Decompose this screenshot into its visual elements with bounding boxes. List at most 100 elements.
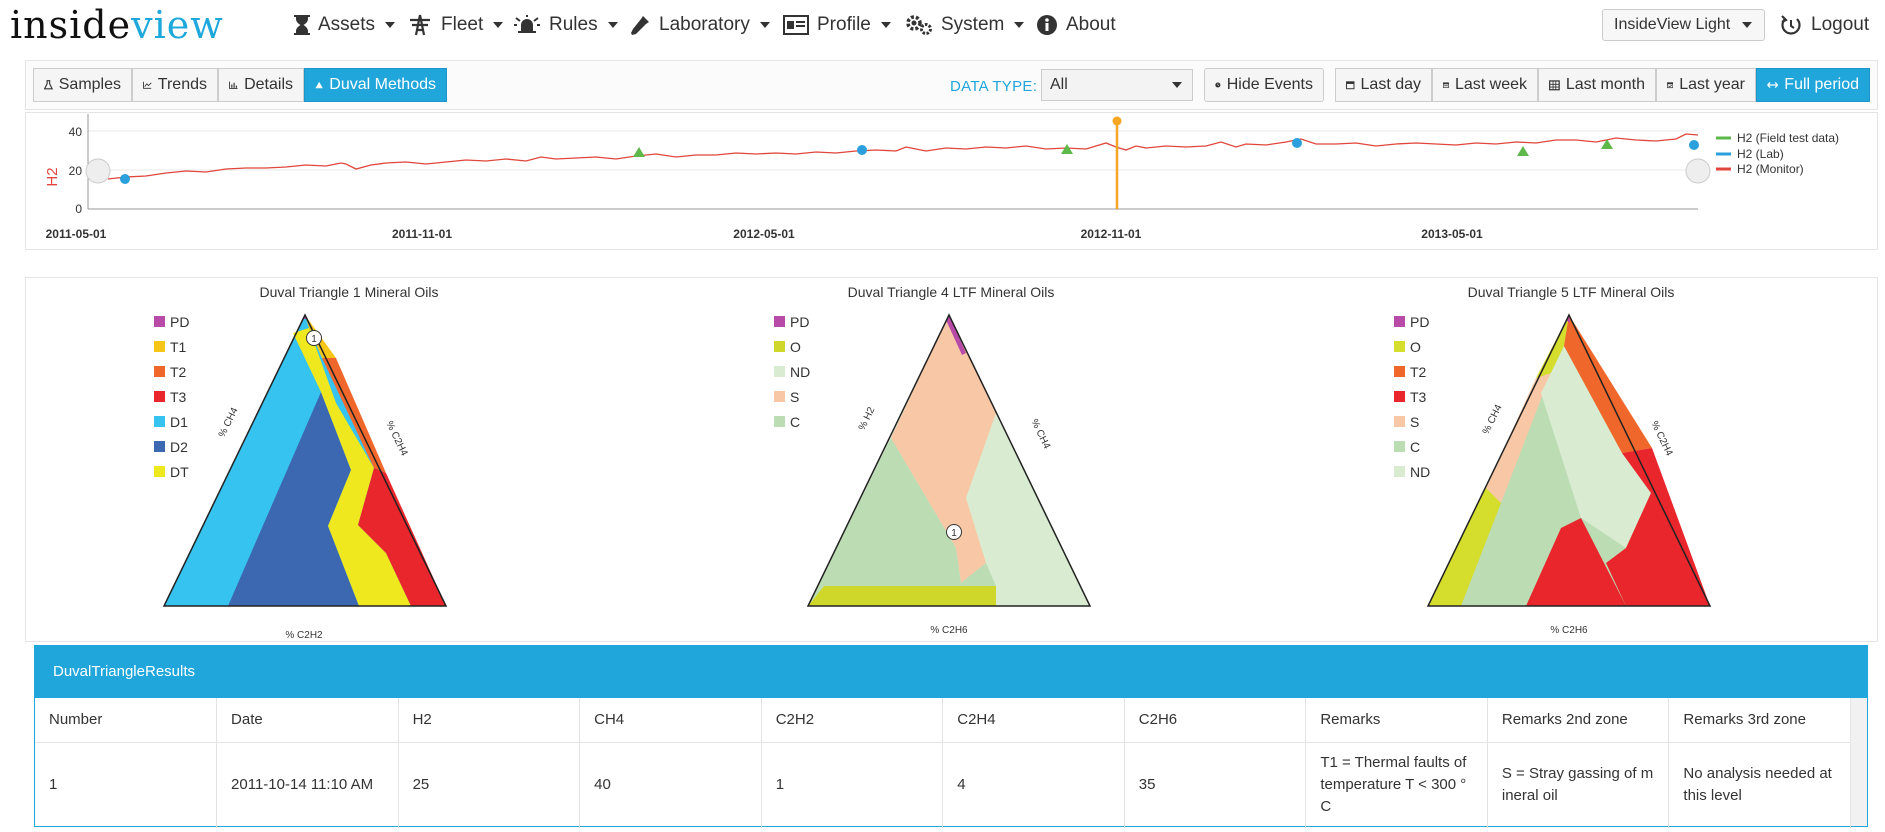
table-header-row: Number Date H2 CH4 C2H2 C2H4 C2H6 Remark… bbox=[35, 698, 1851, 743]
column-header[interactable]: Remarks 2nd zone bbox=[1487, 698, 1670, 743]
y-tick: 40 bbox=[69, 125, 83, 139]
tab-details[interactable]: Details bbox=[218, 68, 304, 102]
event-marker[interactable] bbox=[1112, 116, 1122, 126]
tower-icon bbox=[410, 14, 430, 36]
field-test-point[interactable] bbox=[1601, 139, 1613, 149]
lab-point[interactable] bbox=[120, 174, 130, 184]
table-row[interactable]: 1 2011-10-14 11:10 AM 25 40 1 4 35 T1 = … bbox=[35, 742, 1851, 828]
chevron-down-icon bbox=[880, 22, 891, 28]
column-header[interactable]: CH4 bbox=[579, 698, 762, 743]
calendar-check-icon bbox=[1667, 82, 1674, 89]
theme-select-value: InsideView Light bbox=[1614, 16, 1731, 33]
tab-duval-methods[interactable]: Duval Methods bbox=[304, 68, 447, 102]
triangle-4-title: Duval Triangle 4 LTF Mineral Oils bbox=[848, 284, 1055, 300]
nav-about[interactable]: About bbox=[1036, 0, 1116, 50]
column-header[interactable]: Date bbox=[216, 698, 399, 743]
gears-icon bbox=[906, 15, 932, 35]
legend-label: ND bbox=[1410, 464, 1430, 480]
nav-system[interactable]: System bbox=[905, 0, 1025, 50]
column-header[interactable]: Remarks bbox=[1305, 698, 1488, 743]
h2-trend-panel: 40 20 0 H2 2011-05-01 2011-11-01 2012-05… bbox=[25, 112, 1878, 250]
data-type-select[interactable]: All bbox=[1041, 69, 1193, 101]
axis-label-bottom: % C2H6 bbox=[1550, 625, 1588, 636]
chevron-down-icon bbox=[759, 22, 770, 28]
chevron-down-icon bbox=[607, 22, 618, 28]
legend-swatch bbox=[1394, 441, 1405, 452]
legend-label: T3 bbox=[1410, 389, 1427, 405]
duval-triangles-panel: Duval Triangle 1 Mineral Oils PD T1 T2 T… bbox=[25, 277, 1878, 642]
legend-lab[interactable]: H2 (Lab) bbox=[1737, 147, 1784, 161]
legend-monitor[interactable]: H2 (Monitor) bbox=[1737, 162, 1804, 176]
x-tick: 2011-05-01 bbox=[46, 227, 107, 241]
field-test-point[interactable] bbox=[633, 147, 645, 157]
column-header[interactable]: H2 bbox=[398, 698, 581, 743]
tab-details-label: Details bbox=[244, 76, 293, 93]
field-test-point[interactable] bbox=[1061, 144, 1073, 154]
chevron-down-icon bbox=[385, 22, 396, 28]
flask-icon bbox=[44, 80, 53, 90]
period-last-month[interactable]: Last month bbox=[1538, 68, 1656, 102]
calendar-month-icon bbox=[1549, 80, 1560, 91]
column-header[interactable]: C2H4 bbox=[942, 698, 1125, 743]
nav-laboratory-label: Laboratory bbox=[659, 14, 750, 35]
lab-point[interactable] bbox=[857, 145, 867, 155]
legend-swatch bbox=[154, 341, 165, 352]
field-test-point[interactable] bbox=[1517, 146, 1529, 156]
chevron-down-icon bbox=[1014, 22, 1025, 28]
hourglass-icon bbox=[294, 15, 310, 35]
tab-samples[interactable]: Samples bbox=[33, 68, 132, 102]
column-header[interactable]: Remarks 3rd zone bbox=[1668, 698, 1851, 743]
sample-marker[interactable] bbox=[946, 524, 962, 540]
period-last-month-label: Last month bbox=[1565, 76, 1645, 93]
triangle-1-title: Duval Triangle 1 Mineral Oils bbox=[260, 284, 439, 300]
triangle-outline bbox=[162, 313, 448, 607]
logout-button[interactable]: Logout bbox=[1779, 0, 1869, 50]
legend-label: S bbox=[1410, 414, 1419, 430]
range-slider-left-handle[interactable] bbox=[85, 158, 111, 184]
info-icon bbox=[1037, 15, 1057, 35]
nav-profile[interactable]: Profile bbox=[783, 0, 891, 50]
nav-fleet[interactable]: Fleet bbox=[407, 0, 504, 50]
lab-point[interactable] bbox=[1689, 140, 1699, 150]
table-cell: 25 bbox=[398, 742, 581, 828]
app-logo[interactable]: insideview bbox=[10, 3, 224, 47]
period-full-period[interactable]: Full period bbox=[1756, 68, 1870, 102]
chevron-down-icon bbox=[1172, 82, 1182, 88]
legend-label: O bbox=[1410, 339, 1421, 355]
theme-select[interactable]: InsideView Light bbox=[1602, 9, 1765, 41]
column-header[interactable]: C2H6 bbox=[1124, 698, 1307, 743]
range-slider-right-handle[interactable] bbox=[1685, 158, 1711, 184]
column-header[interactable]: C2H2 bbox=[761, 698, 944, 743]
legend-swatch bbox=[154, 391, 165, 402]
legend-swatch bbox=[154, 366, 165, 377]
axis-label-left: % CH4 bbox=[217, 406, 241, 440]
period-last-week[interactable]: Last week bbox=[1432, 68, 1538, 102]
tab-trends[interactable]: Trends bbox=[132, 68, 218, 102]
axis-label-right: % CH4 bbox=[1028, 417, 1052, 451]
nav-laboratory[interactable]: Laboratory bbox=[629, 0, 770, 50]
zone-s bbox=[1486, 373, 1551, 503]
nav-rules[interactable]: Rules bbox=[513, 0, 618, 50]
period-last-day[interactable]: Last day bbox=[1335, 68, 1432, 102]
table-cell: 40 bbox=[579, 742, 762, 828]
zone-c bbox=[808, 438, 996, 606]
period-last-year[interactable]: Last year bbox=[1656, 68, 1756, 102]
hide-events-button[interactable]: Hide Events bbox=[1204, 68, 1324, 102]
sample-marker[interactable] bbox=[306, 330, 322, 346]
legend-label: T2 bbox=[170, 364, 187, 380]
legend-field[interactable]: H2 (Field test data) bbox=[1737, 131, 1839, 145]
pipette-icon bbox=[631, 16, 649, 35]
line-chart-icon bbox=[143, 81, 152, 89]
table-scrollbar[interactable] bbox=[1850, 698, 1867, 826]
legend-label: C bbox=[790, 414, 800, 430]
nav-assets[interactable]: Assets bbox=[294, 0, 396, 50]
axis-label-bottom: % C2H6 bbox=[930, 625, 968, 636]
lab-point[interactable] bbox=[1292, 138, 1302, 148]
column-header[interactable]: Number bbox=[35, 698, 218, 743]
tab-samples-label: Samples bbox=[58, 76, 121, 93]
bar-chart-icon bbox=[229, 81, 238, 89]
legend-swatch bbox=[774, 366, 785, 377]
legend-swatch bbox=[1394, 416, 1405, 427]
zone-t3 bbox=[358, 468, 446, 606]
legend-swatch bbox=[774, 416, 785, 427]
